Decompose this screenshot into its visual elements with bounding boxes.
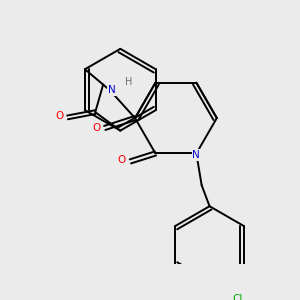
Text: O: O: [118, 155, 126, 165]
Text: H: H: [125, 77, 132, 88]
Text: O: O: [92, 123, 100, 133]
Text: O: O: [55, 111, 63, 121]
Text: Cl: Cl: [232, 293, 242, 300]
Text: N: N: [193, 150, 200, 160]
Text: N: N: [108, 85, 116, 95]
